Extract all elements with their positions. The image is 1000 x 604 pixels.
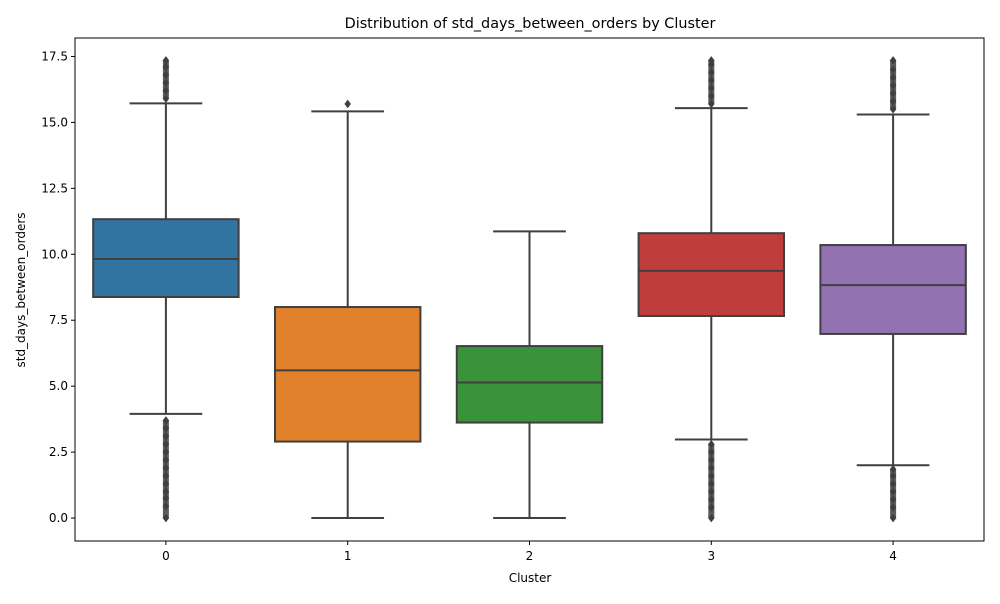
y-tick-label: 17.5 [41,49,68,63]
y-tick-label: 7.5 [49,313,68,327]
x-tick-label: 4 [889,549,897,563]
outlier-band-high [708,60,715,104]
outlier-band-low [708,444,715,519]
y-tick-label: 12.5 [41,181,68,195]
y-tick-label: 5.0 [49,379,68,393]
outlier-band-low [890,469,897,519]
x-tick-label: 0 [162,549,170,563]
box-cluster-4 [819,244,967,335]
box-cluster-1 [273,306,422,443]
box-cluster-3 [637,232,786,318]
y-tick-label: 10.0 [41,247,68,261]
y-axis-label: std_days_between_orders [14,212,28,367]
y-tick-label: 2.5 [49,445,68,459]
y-tick-label: 15.0 [41,115,68,129]
x-tick-label: 1 [344,549,352,563]
outlier-band-high [890,60,897,110]
plot-area: 0.0 2.5 5.0 7.5 10.0 12.5 15.0 17.5 0 1 2 3 4 [41,37,985,563]
outlier-band-high [162,60,169,99]
x-axis-label: Cluster [509,571,552,585]
chart-title: Distribution of std_days_between_orders … [345,16,716,32]
plot-frame [74,37,985,542]
x-tick-label: 3 [707,549,715,563]
y-tick-label: 0.0 [49,511,68,525]
outlier-point [344,99,352,109]
x-tick-label: 2 [526,549,534,563]
box-cluster-2 [455,345,604,424]
outlier-band-low [162,420,169,519]
